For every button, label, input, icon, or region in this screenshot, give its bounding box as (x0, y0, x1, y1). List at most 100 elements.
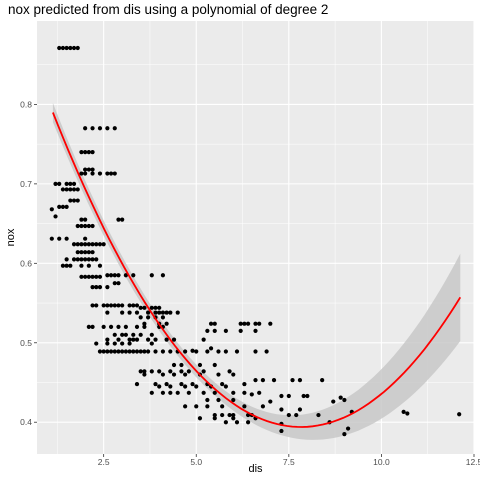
data-point (231, 390, 236, 395)
data-point (164, 337, 169, 342)
data-point (157, 384, 162, 389)
data-point (197, 362, 203, 368)
data-point (83, 242, 88, 247)
data-point (79, 250, 84, 255)
data-point (242, 404, 247, 409)
data-point (245, 420, 251, 425)
data-point (53, 181, 58, 186)
data-point (179, 381, 184, 387)
data-point (112, 126, 117, 131)
data-point (268, 321, 273, 326)
data-point (86, 324, 91, 329)
data-point (290, 378, 295, 383)
data-point (83, 236, 88, 241)
data-point (160, 372, 166, 377)
data-point (223, 349, 228, 354)
data-point (86, 167, 91, 172)
data-point (83, 167, 88, 172)
data-point (138, 305, 143, 310)
data-point (342, 432, 347, 437)
data-point (164, 381, 169, 387)
data-point (49, 236, 54, 241)
data-point (71, 187, 77, 192)
data-point (149, 369, 154, 374)
data-point (138, 349, 143, 354)
data-point (86, 242, 91, 247)
data-point (253, 321, 258, 326)
data-point (83, 171, 88, 176)
data-point (116, 337, 121, 342)
data-point (105, 126, 110, 131)
data-point (83, 149, 88, 155)
data-point (234, 349, 240, 354)
data-point (90, 126, 95, 131)
data-point (97, 349, 103, 354)
data-point (86, 263, 91, 268)
data-point (57, 181, 62, 186)
data-point (120, 349, 125, 354)
data-point (105, 273, 110, 278)
data-point (134, 349, 140, 354)
data-point (105, 285, 110, 290)
data-point (294, 412, 299, 418)
data-point (205, 404, 210, 409)
data-point (220, 412, 225, 418)
data-point (257, 390, 262, 395)
data-point (75, 242, 80, 247)
data-point (168, 310, 173, 315)
data-point (120, 310, 125, 315)
data-point (75, 187, 80, 192)
data-point (123, 332, 128, 337)
data-point (157, 369, 162, 374)
data-point (94, 274, 99, 279)
data-point (242, 390, 247, 395)
data-point (253, 378, 258, 383)
data-point (286, 393, 291, 399)
data-point (112, 341, 117, 346)
data-point (146, 337, 151, 342)
y-axis-ticks: 0.4 0.5 0.6 0.7 0.8 (20, 99, 37, 427)
data-point (120, 332, 125, 337)
data-point (86, 149, 91, 155)
data-point (120, 303, 125, 308)
data-point (101, 349, 106, 354)
data-point (149, 273, 154, 278)
data-point (242, 381, 247, 387)
data-point (179, 369, 184, 374)
data-point (90, 223, 95, 229)
data-point (208, 321, 214, 326)
data-point (90, 303, 95, 308)
data-point (108, 349, 114, 354)
data-point (79, 242, 84, 247)
data-point (134, 324, 140, 329)
data-point (53, 214, 58, 219)
data-point (94, 257, 99, 262)
data-point (123, 273, 128, 278)
data-point (97, 171, 103, 176)
data-point (97, 285, 103, 290)
data-point (83, 126, 88, 131)
data-point (79, 149, 84, 155)
data-point (116, 324, 121, 329)
data-point (101, 324, 106, 329)
y-tick-label: 0.7 (20, 179, 32, 189)
data-point (131, 337, 136, 342)
data-point (134, 381, 140, 387)
data-point (64, 204, 69, 210)
data-point (94, 285, 99, 290)
data-point (186, 369, 191, 374)
data-point (238, 321, 243, 326)
data-point (194, 349, 199, 354)
data-point (71, 198, 77, 203)
data-points (49, 45, 462, 437)
data-point (134, 337, 140, 342)
data-point (94, 341, 99, 346)
y-tick-label: 0.5 (20, 338, 32, 348)
data-point (168, 390, 173, 395)
data-point (94, 303, 99, 308)
data-point (190, 381, 195, 387)
data-point (75, 250, 80, 255)
data-point (83, 274, 88, 279)
data-point (205, 349, 210, 354)
data-point (134, 303, 140, 308)
